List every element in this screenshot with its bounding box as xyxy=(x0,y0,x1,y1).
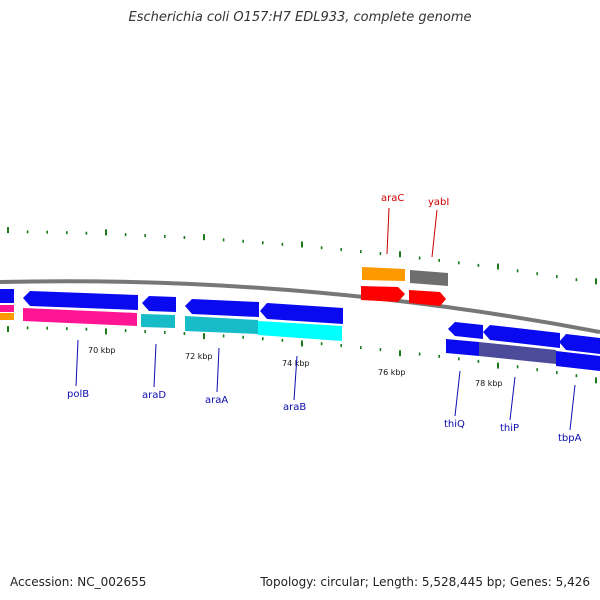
genome-backbone xyxy=(0,279,600,334)
leader-line xyxy=(569,384,576,431)
leader-line xyxy=(216,347,220,393)
ruler-labels: 70 kbp 72 kbp 74 kbp 76 kbp 78 kbp xyxy=(88,346,503,388)
cds-feature[interactable] xyxy=(23,291,138,310)
leader-line xyxy=(454,370,461,417)
cds-feature[interactable] xyxy=(559,334,600,354)
reverse-cds-track xyxy=(0,289,600,354)
accession-label: Accession: NC_002655 xyxy=(10,575,147,589)
leader-line xyxy=(509,376,516,421)
ruler-label: 78 kbp xyxy=(475,379,503,388)
cog-feature[interactable] xyxy=(556,351,600,371)
genome-title: Escherichia coli O157:H7 EDL933, complet… xyxy=(128,10,472,25)
cds-feature[interactable] xyxy=(362,267,405,281)
leader-line xyxy=(153,343,157,388)
gene-label-arab[interactable]: araB xyxy=(283,402,306,413)
ruler-label: 74 kbp xyxy=(282,359,310,368)
cds-feature[interactable] xyxy=(260,303,343,324)
ruler-label: 72 kbp xyxy=(185,352,213,361)
ruler-label: 70 kbp xyxy=(88,346,116,355)
cds-feature[interactable] xyxy=(142,296,176,312)
cog-feature[interactable] xyxy=(23,308,137,326)
gene-label-yabi[interactable]: yabI xyxy=(428,197,449,208)
forward-cds-track xyxy=(361,267,448,306)
cog-feature[interactable] xyxy=(185,316,258,334)
cog-feature[interactable] xyxy=(141,314,175,328)
gene-label-thip[interactable]: thiP xyxy=(500,423,519,434)
cds-feature[interactable] xyxy=(361,286,405,302)
leader-line xyxy=(75,339,79,387)
cds-feature[interactable] xyxy=(483,325,560,348)
genome-stats: Topology: circular; Length: 5,528,445 bp… xyxy=(260,575,590,589)
cog-feature[interactable] xyxy=(446,339,479,356)
gene-label-thiq[interactable]: thiQ xyxy=(444,419,465,430)
cds-feature[interactable] xyxy=(410,270,448,286)
leader-line xyxy=(431,209,438,258)
leader-line xyxy=(386,207,390,255)
cds-feature[interactable] xyxy=(0,289,14,303)
gene-label-polb[interactable]: polB xyxy=(67,389,89,400)
cog-feature[interactable] xyxy=(258,321,342,341)
cds-feature[interactable] xyxy=(185,299,259,317)
cog-feature[interactable] xyxy=(479,342,556,364)
gene-label-tbpa[interactable]: tbpA xyxy=(558,433,582,444)
gene-labels: polB araD araA araB araC yabI thiQ thiP … xyxy=(67,193,582,444)
outer-tick-ring xyxy=(7,227,597,285)
leader-line xyxy=(293,355,298,401)
cog-feature[interactable] xyxy=(0,305,14,312)
inner-tick-ring xyxy=(7,326,597,384)
gene-label-arac[interactable]: araC xyxy=(381,193,404,204)
gene-label-araa[interactable]: araA xyxy=(205,395,228,406)
cog-feature[interactable] xyxy=(0,313,14,320)
gene-leaders xyxy=(75,207,576,431)
cds-feature[interactable] xyxy=(448,322,483,339)
cds-feature[interactable] xyxy=(409,290,446,306)
gene-label-arad[interactable]: araD xyxy=(142,390,166,401)
ruler-label: 76 kbp xyxy=(378,368,406,377)
